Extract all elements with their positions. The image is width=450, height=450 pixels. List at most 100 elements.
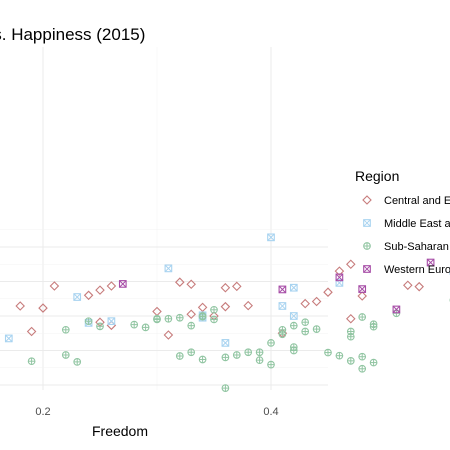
data-point-series-3 xyxy=(267,360,275,369)
data-point-series-3 xyxy=(198,312,207,321)
plot-axes: Freedom vs. Happiness (2015) Freedom 0.2… xyxy=(0,25,279,439)
data-point-series-1 xyxy=(83,290,94,301)
data-point-series-3 xyxy=(255,348,264,357)
data-point-series-2 xyxy=(289,312,298,320)
plot-points xyxy=(4,233,450,392)
data-point-series-3 xyxy=(175,313,184,322)
data-point-series-3 xyxy=(210,305,218,314)
data-point-series-4 xyxy=(426,258,435,267)
data-point-series-3 xyxy=(141,323,150,332)
data-point-series-3 xyxy=(187,321,196,330)
data-point-series-4 xyxy=(392,305,401,314)
data-point-series-1 xyxy=(220,282,231,293)
data-point-series-1 xyxy=(300,298,310,309)
data-point-series-3 xyxy=(267,339,275,347)
data-point-series-3 xyxy=(61,325,70,334)
data-point-series-1 xyxy=(357,291,367,301)
data-point-series-2 xyxy=(221,339,230,347)
data-point-series-1 xyxy=(346,259,356,270)
data-point-series-1 xyxy=(403,280,413,291)
data-point-series-1 xyxy=(414,281,424,292)
data-point-series-3 xyxy=(96,322,104,331)
legend-key xyxy=(363,219,371,227)
data-point-series-2 xyxy=(164,264,173,273)
data-point-series-3 xyxy=(244,348,253,357)
data-point-series-3 xyxy=(278,325,287,334)
data-point-series-3 xyxy=(130,320,139,329)
data-point-series-3 xyxy=(312,325,321,333)
data-point-series-3 xyxy=(301,318,310,327)
data-point-series-1 xyxy=(232,281,242,292)
data-point-series-1 xyxy=(220,301,231,312)
data-point-series-3 xyxy=(358,352,367,361)
legend-key xyxy=(363,242,371,250)
legend-key xyxy=(362,195,372,205)
data-point-series-2 xyxy=(107,317,116,326)
chart-title: Freedom vs. Happiness (2015) xyxy=(0,25,145,44)
data-point-series-4 xyxy=(358,285,367,293)
data-point-series-1 xyxy=(26,326,37,337)
data-point-series-1 xyxy=(323,287,333,297)
data-point-series-2 xyxy=(4,334,13,343)
x-tick-labels: 0.20.40.6 xyxy=(35,406,278,418)
data-point-series-2 xyxy=(73,293,82,301)
data-point-series-3 xyxy=(289,343,298,351)
data-point-series-3 xyxy=(232,351,241,359)
data-point-series-3 xyxy=(358,313,367,321)
data-point-series-3 xyxy=(175,352,184,360)
data-point-series-1 xyxy=(15,301,25,311)
data-point-series-3 xyxy=(221,384,230,392)
data-point-series-1 xyxy=(334,266,345,276)
data-point-series-3 xyxy=(346,327,355,336)
data-point-series-1 xyxy=(346,313,356,324)
data-point-series-3 xyxy=(187,348,196,357)
data-point-series-3 xyxy=(61,351,70,359)
legend-label: Western Europe xyxy=(384,264,450,276)
data-point-series-3 xyxy=(301,327,310,336)
data-point-series-3 xyxy=(255,356,264,365)
legend-label: Central and Eastern Europe xyxy=(384,195,450,207)
legend-item: Sub-Saharan Africa xyxy=(363,241,450,253)
data-point-series-3 xyxy=(335,351,344,360)
data-point-series-1 xyxy=(106,281,117,291)
plot-grid xyxy=(0,47,328,390)
data-point-series-3 xyxy=(221,353,230,362)
legend: Region Central and Eastern Europe Middle … xyxy=(355,168,450,276)
data-point-series-1 xyxy=(197,302,208,313)
data-point-series-1 xyxy=(186,279,196,290)
legend-item: Central and Eastern Europe xyxy=(362,195,450,207)
x-tick-label: 0.2 xyxy=(35,406,50,418)
legend-item: Middle East and Northern Africa xyxy=(363,218,450,230)
data-point-series-3 xyxy=(369,358,378,367)
legend-items: Central and Eastern Europe Middle East an… xyxy=(362,195,450,276)
data-point-series-2 xyxy=(267,233,275,242)
data-point-series-2 xyxy=(289,283,298,292)
data-point-series-3 xyxy=(324,348,332,357)
legend-item: Western Europe xyxy=(363,264,450,276)
data-point-series-1 xyxy=(175,277,185,287)
data-point-series-1 xyxy=(95,285,105,295)
data-point-series-1 xyxy=(163,330,174,340)
data-point-series-4 xyxy=(335,273,344,282)
data-point-series-3 xyxy=(153,315,161,324)
legend-label: Middle East and Northern Africa xyxy=(384,218,450,230)
data-point-series-3 xyxy=(369,320,378,329)
data-point-series-1 xyxy=(186,309,196,320)
data-point-series-1 xyxy=(49,281,60,291)
data-point-series-4 xyxy=(278,285,287,294)
data-point-series-3 xyxy=(27,357,36,366)
data-point-series-3 xyxy=(289,321,298,330)
data-point-series-4 xyxy=(118,280,127,288)
data-point-series-3 xyxy=(164,314,173,323)
data-point-series-3 xyxy=(84,317,93,326)
data-point-series-1 xyxy=(38,303,48,313)
legend-label: Sub-Saharan Africa xyxy=(384,241,450,253)
data-point-series-3 xyxy=(73,358,82,366)
data-point-series-3 xyxy=(210,315,218,324)
data-point-series-2 xyxy=(278,302,287,310)
data-point-series-1 xyxy=(243,300,253,311)
data-point-series-3 xyxy=(346,357,355,365)
legend-key xyxy=(363,265,371,273)
data-point-series-1 xyxy=(311,296,322,307)
